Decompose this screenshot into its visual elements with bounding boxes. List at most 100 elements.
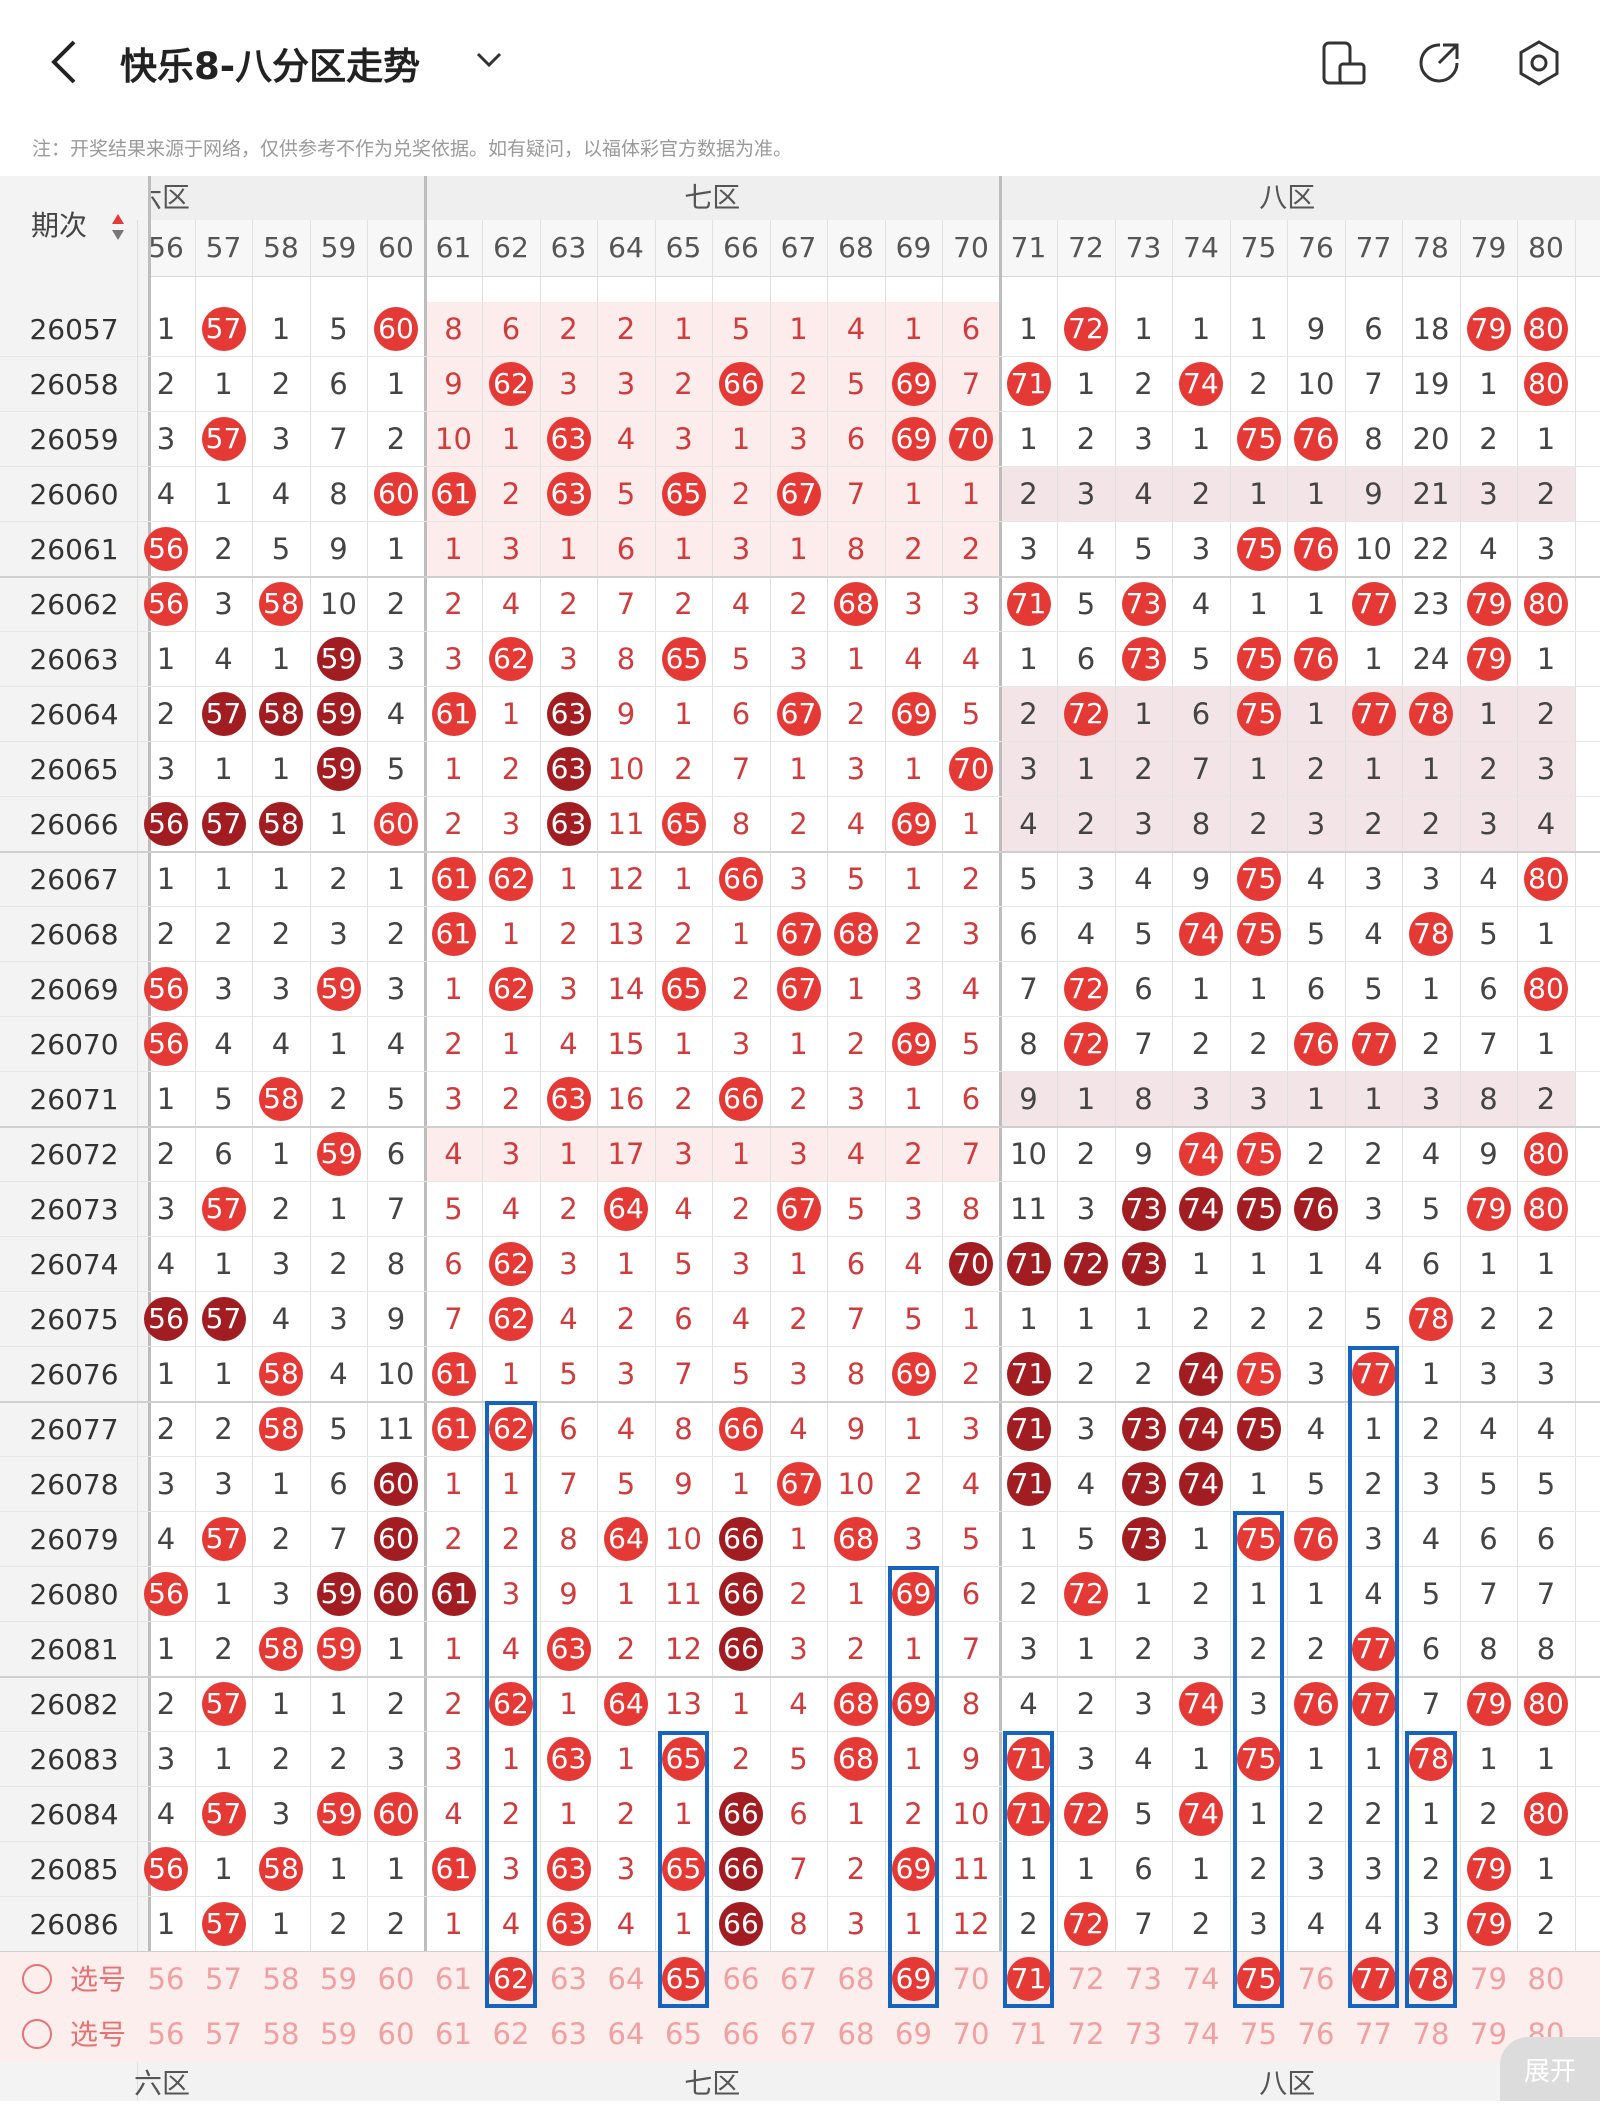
selected-ball[interactable]: 71 [1006, 1957, 1051, 2001]
hit-ball-repeat: 59 [316, 637, 361, 681]
select-number[interactable]: 76 [1297, 1962, 1335, 1996]
selected-ball[interactable]: 65 [661, 1957, 706, 2001]
select-number[interactable]: 63 [550, 2017, 587, 2051]
hit-ball: 80 [1524, 1682, 1568, 1726]
sort-icon[interactable] [111, 212, 125, 242]
omission-value: 1 [1191, 1247, 1211, 1281]
omission-value: 3 [1191, 1632, 1211, 1666]
select-number[interactable]: 79 [1470, 2017, 1507, 2051]
select-number[interactable]: 73 [1125, 1962, 1162, 1996]
select-number[interactable]: 57 [205, 2017, 242, 2051]
select-number[interactable]: 68 [837, 2017, 875, 2051]
select-number[interactable]: 62 [492, 2017, 530, 2051]
select-number[interactable]: 74 [1182, 2017, 1220, 2051]
omission-value: 1 [1076, 1632, 1096, 1666]
share-icon[interactable] [1413, 36, 1467, 90]
omission-value: 2 [904, 532, 923, 566]
omission-value: 9 [961, 1742, 981, 1776]
omission-value: 4 [501, 587, 521, 621]
hit-ball: 75 [1236, 1517, 1281, 1561]
hit-ball-repeat: 66 [719, 1572, 763, 1616]
select-number[interactable]: 61 [435, 1962, 472, 1996]
selected-ball[interactable]: 78 [1409, 1957, 1453, 2001]
select-number[interactable]: 72 [1067, 2017, 1105, 2051]
selected-ball[interactable]: 75 [1236, 1957, 1281, 2001]
omission-value: 8 [329, 477, 348, 511]
select-radio[interactable] [22, 1964, 52, 1994]
select-number[interactable]: 65 [665, 2017, 702, 2051]
hit-ball-repeat: 74 [1179, 1187, 1223, 1231]
select-number[interactable]: 70 [952, 2017, 990, 2051]
select-number[interactable]: 71 [1010, 2017, 1047, 2051]
select-number[interactable]: 79 [1470, 1962, 1507, 1996]
omission-value: 2 [1421, 1027, 1441, 1061]
select-number[interactable]: 78 [1412, 2017, 1450, 2051]
omission-value: 1 [271, 312, 291, 346]
back-icon[interactable] [44, 38, 84, 86]
period-header[interactable]: 期次 [30, 209, 87, 242]
expand-button[interactable]: 展开 [1500, 2037, 1600, 2101]
hit-ball: 74 [1179, 362, 1223, 406]
omission-value: 17 [607, 1137, 645, 1171]
hit-ball-repeat: 74 [1179, 1407, 1223, 1451]
omission-value: 4 [1536, 1412, 1556, 1446]
omission-value: 2 [789, 807, 808, 841]
select-number[interactable]: 74 [1182, 1962, 1220, 1996]
select-number[interactable]: 56 [147, 1962, 185, 1996]
omission-value: 4 [1019, 1687, 1038, 1721]
omission-value: 1 [1479, 697, 1498, 731]
select-number[interactable]: 56 [147, 2017, 185, 2051]
omission-value: 3 [1134, 1687, 1153, 1721]
omission-value: 2 [1536, 1082, 1556, 1116]
select-number[interactable]: 60 [377, 2017, 415, 2051]
device-icon[interactable] [1316, 36, 1370, 90]
omission-value: 3 [501, 807, 521, 841]
omission-value: 2 [1134, 752, 1153, 786]
zone-separator [998, 176, 1002, 2101]
select-number[interactable]: 60 [377, 1962, 415, 1996]
chevron-down-icon[interactable] [474, 48, 504, 72]
select-number[interactable]: 70 [952, 1962, 990, 1996]
hit-ball: 77 [1351, 1022, 1396, 1066]
issue-number: 26065 [29, 753, 119, 786]
omission-value: 8 [1479, 1082, 1498, 1116]
select-number[interactable]: 80 [1527, 1962, 1565, 1996]
omission-value: 6 [444, 1247, 463, 1281]
select-number[interactable]: 68 [837, 1962, 875, 1996]
select-number[interactable]: 75 [1240, 2017, 1277, 2051]
omission-value: 6 [846, 1247, 866, 1281]
select-number[interactable]: 58 [262, 2017, 300, 2051]
select-number[interactable]: 66 [722, 1962, 760, 1996]
select-number[interactable]: 64 [607, 1962, 645, 1996]
select-number[interactable]: 67 [780, 1962, 817, 1996]
selected-ball[interactable]: 77 [1351, 1957, 1396, 2001]
selected-ball[interactable]: 69 [891, 1957, 936, 2001]
settings-icon[interactable] [1512, 36, 1566, 90]
omission-value: 3 [674, 1137, 693, 1171]
omission-value: 1 [214, 1577, 233, 1611]
select-number[interactable]: 69 [895, 2017, 932, 2051]
select-radio[interactable] [22, 2019, 52, 2049]
omission-value: 1 [1134, 697, 1153, 731]
omission-value: 2 [961, 1357, 981, 1391]
select-number[interactable]: 76 [1297, 2017, 1335, 2051]
select-number[interactable]: 61 [435, 2017, 472, 2051]
select-number[interactable]: 59 [320, 2017, 357, 2051]
omission-value: 5 [731, 312, 751, 346]
select-number[interactable]: 58 [262, 1962, 300, 1996]
omission-value: 22 [1412, 532, 1450, 566]
select-number[interactable]: 59 [320, 1962, 357, 1996]
selected-ball[interactable]: 62 [489, 1957, 533, 2001]
omission-value: 6 [961, 1082, 981, 1116]
select-number[interactable]: 72 [1067, 1962, 1105, 1996]
select-number[interactable]: 67 [780, 2017, 817, 2051]
select-number[interactable]: 63 [550, 1962, 587, 1996]
omission-value: 1 [1076, 1852, 1096, 1886]
hit-ball: 72 [1064, 692, 1108, 736]
select-number[interactable]: 77 [1355, 2017, 1392, 2051]
select-number[interactable]: 66 [722, 2017, 760, 2051]
select-number[interactable]: 73 [1125, 2017, 1162, 2051]
select-number[interactable]: 57 [205, 1962, 242, 1996]
select-number[interactable]: 64 [607, 2017, 645, 2051]
omission-value: 2 [444, 1522, 463, 1556]
